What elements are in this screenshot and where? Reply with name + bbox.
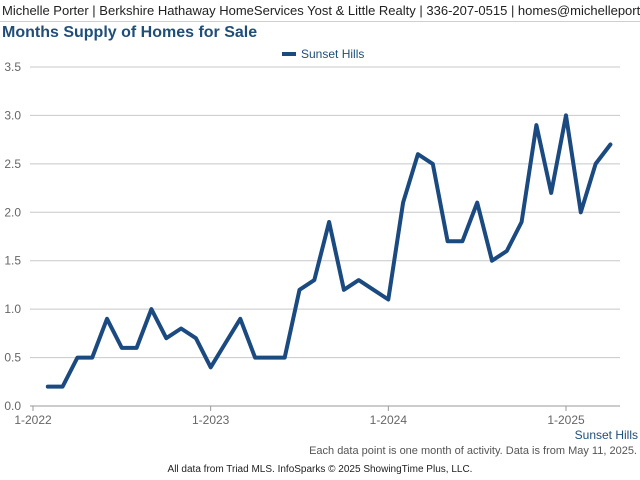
- y-tick-label: 3.0: [4, 108, 21, 122]
- y-tick-label: 3.5: [4, 60, 21, 74]
- y-tick-label: 2.0: [4, 205, 21, 219]
- y-axis-tick-labels: 0.0 0.5 1.0 1.5 2.0 2.5 3.0 3.5: [4, 60, 21, 413]
- y-tick-label: 1.0: [4, 302, 21, 316]
- x-tick-label: 1-2025: [547, 413, 585, 427]
- x-axis-end-label: Sunset Hills: [575, 428, 638, 442]
- chart-title: Months Supply of Homes for Sale: [2, 24, 258, 41]
- header-bar: Michelle Porter | Berkshire Hathaway Hom…: [0, 0, 640, 22]
- x-tick-label: 1-2022: [14, 413, 52, 427]
- footer-credit: All data from Triad MLS. InfoSparks © 20…: [167, 464, 473, 475]
- series-lines: [45, 113, 613, 389]
- x-tick-label: 1-2023: [192, 413, 230, 427]
- y-tick-label: 0.5: [4, 351, 21, 365]
- legend: Sunset Hills: [282, 47, 364, 61]
- x-tick-label: 1-2024: [370, 413, 408, 427]
- legend-label: Sunset Hills: [301, 47, 364, 61]
- y-tick-label: 2.5: [4, 157, 21, 171]
- data-footnote: Each data point is one month of activity…: [309, 445, 637, 457]
- header-contact-text: Michelle Porter | Berkshire Hathaway Hom…: [2, 3, 640, 18]
- y-tick-label: 0.0: [4, 399, 21, 413]
- y-tick-label: 1.5: [4, 254, 21, 268]
- series-line-sunset-hills: [45, 113, 613, 389]
